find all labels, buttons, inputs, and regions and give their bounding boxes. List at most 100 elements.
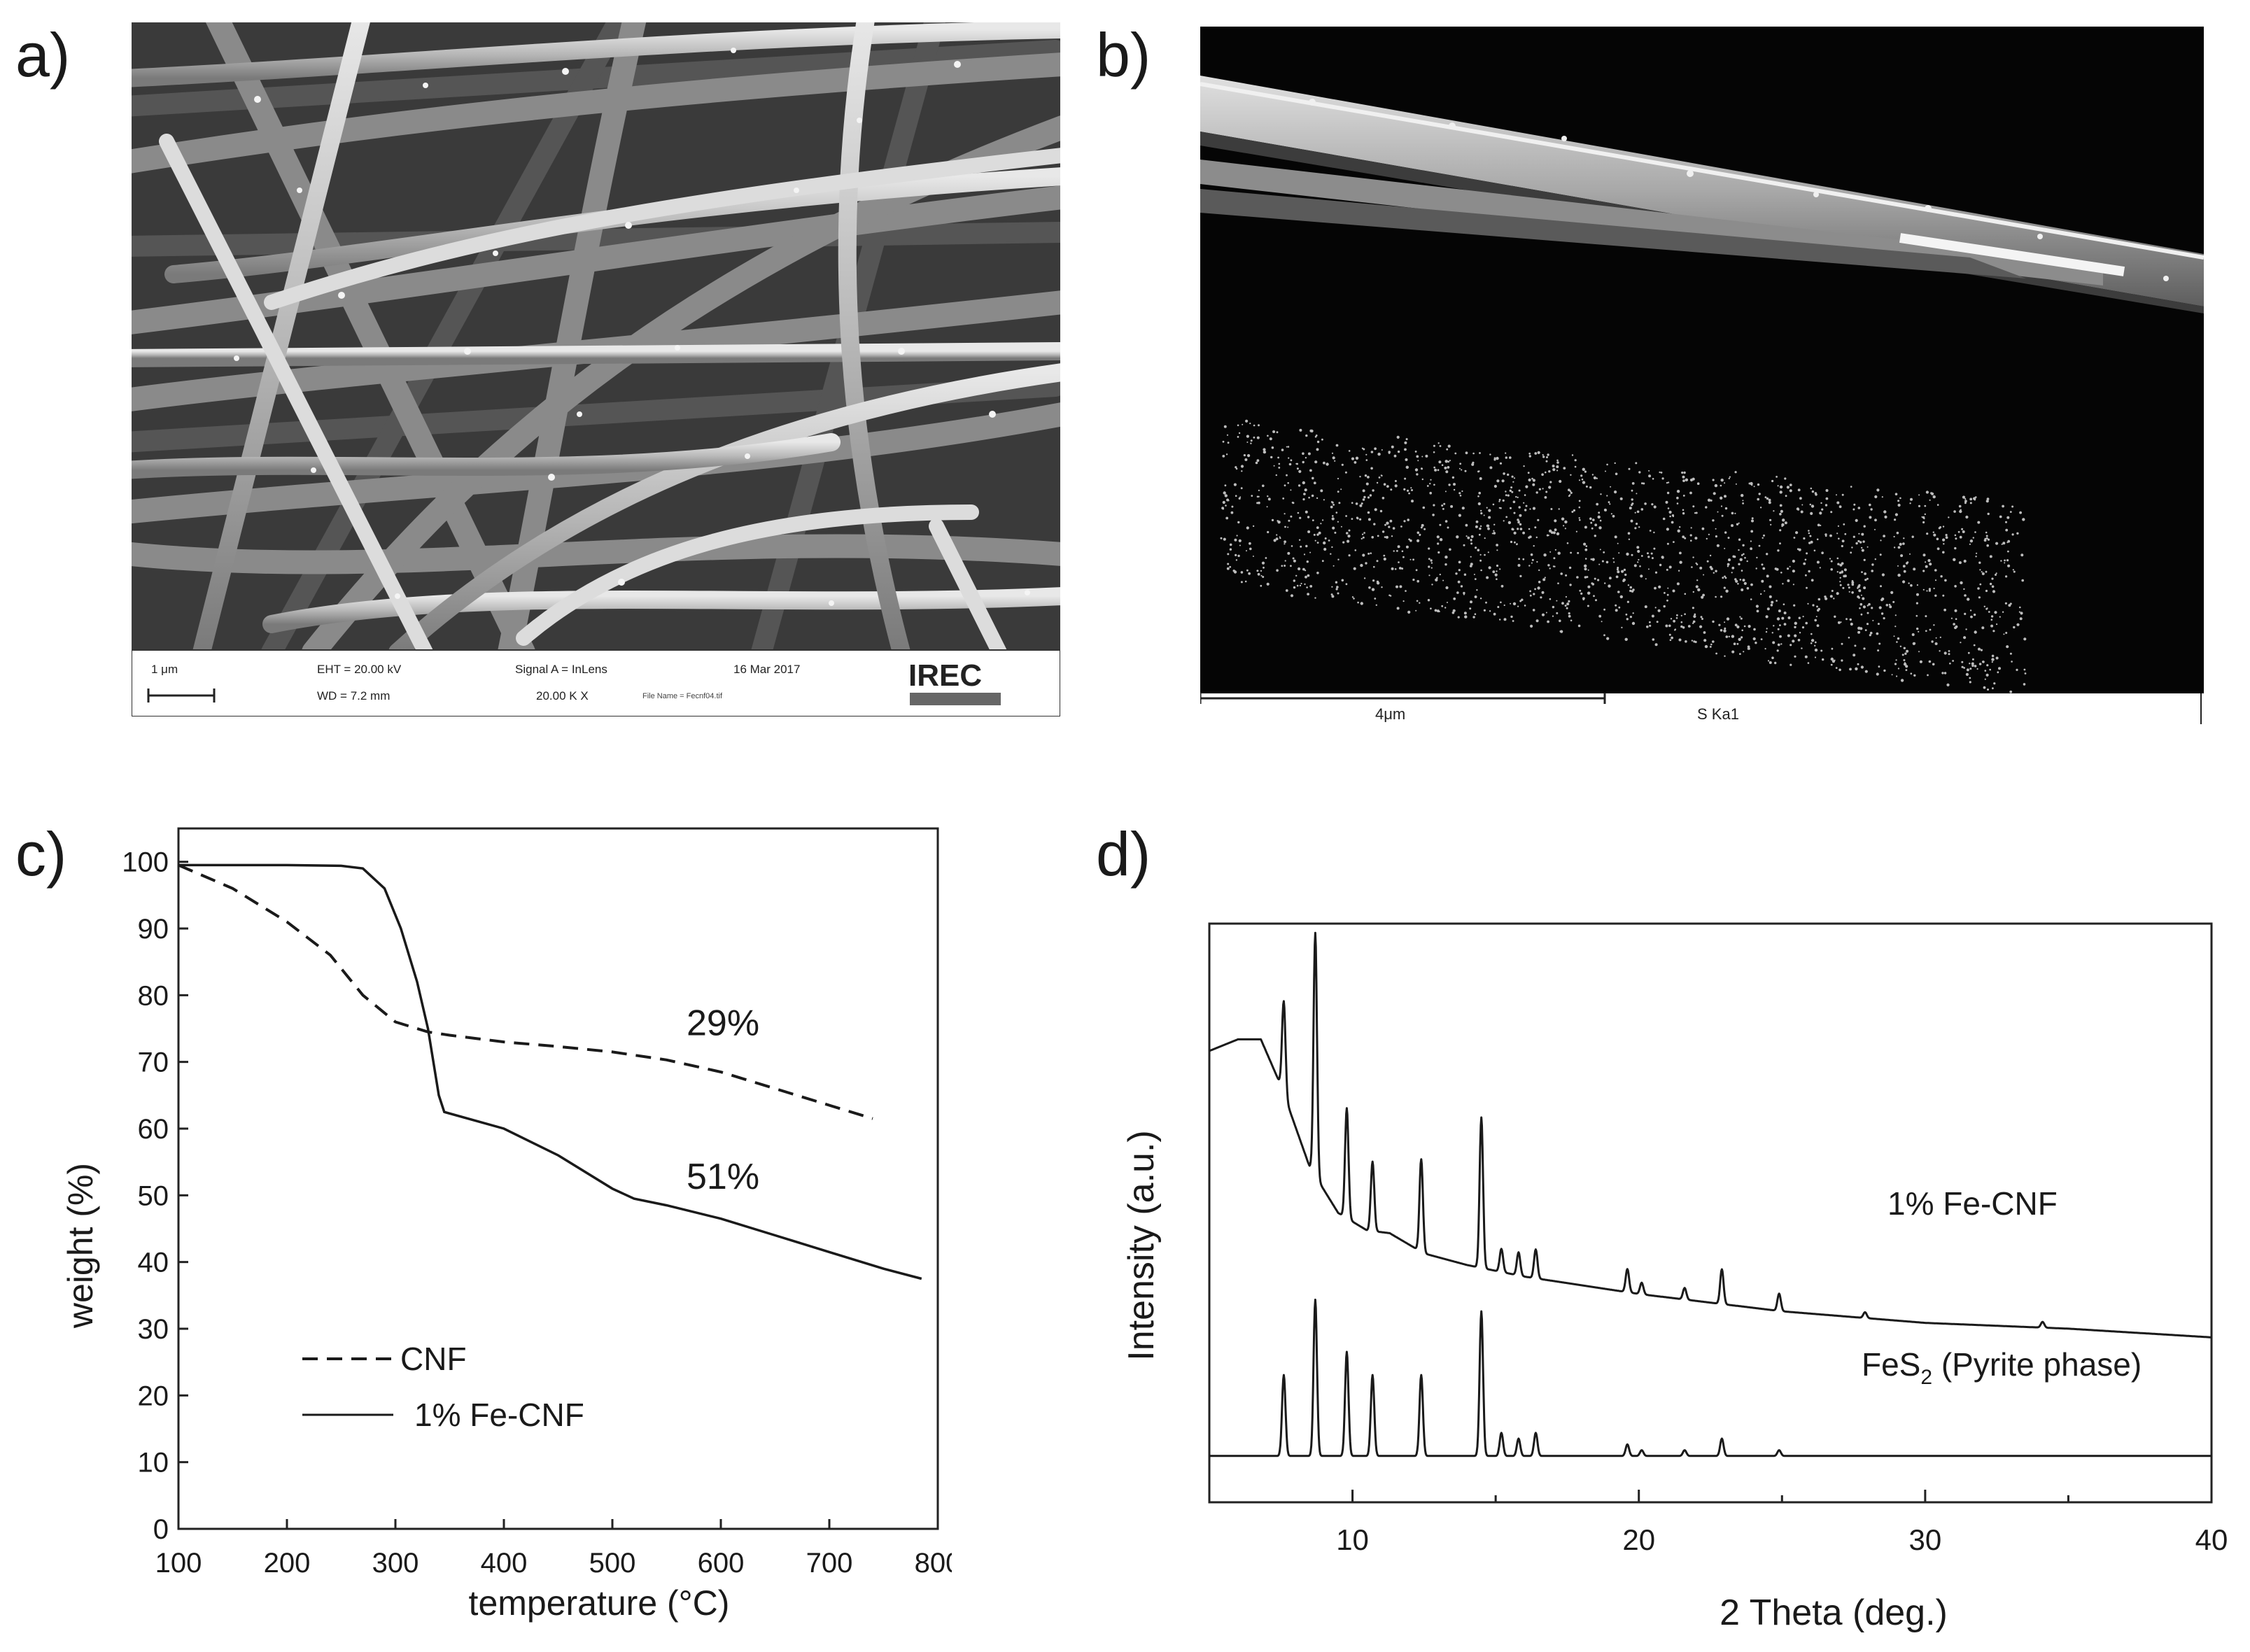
- sulfur-dot: [1503, 472, 1505, 475]
- sulfur-dot: [1601, 560, 1604, 563]
- sulfur-dot: [1564, 528, 1566, 530]
- sulfur-dot: [1836, 532, 1838, 535]
- sulfur-dot: [1751, 517, 1754, 520]
- sulfur-dot: [1685, 478, 1689, 481]
- sulfur-dot: [1249, 542, 1251, 545]
- sulfur-dot: [1309, 469, 1312, 472]
- sulfur-dot: [1619, 497, 1623, 500]
- sulfur-dot: [2013, 570, 2016, 573]
- sulfur-dot: [1888, 603, 1891, 606]
- sulfur-dot: [1393, 454, 1397, 458]
- sulfur-dot: [2006, 559, 2009, 562]
- sulfur-dot: [1676, 582, 1680, 586]
- sulfur-dot: [1645, 578, 1647, 580]
- sulfur-dot: [1661, 556, 1664, 559]
- sulfur-dot: [1507, 473, 1510, 476]
- sulfur-dot: [1799, 632, 1801, 634]
- sulfur-dot: [1729, 476, 1731, 478]
- sulfur-dot: [1751, 519, 1754, 523]
- sulfur-dot: [1939, 636, 1941, 639]
- sulfur-dot: [1361, 533, 1364, 535]
- sulfur-dot: [1866, 577, 1869, 580]
- sulfur-dot: [1666, 599, 1668, 602]
- sulfur-dot: [1585, 485, 1588, 488]
- sulfur-dot: [1739, 653, 1741, 655]
- sulfur-dot: [1354, 549, 1357, 551]
- sulfur-dot: [1261, 561, 1265, 565]
- sulfur-dot: [1251, 495, 1253, 497]
- sulfur-dot: [1632, 588, 1635, 591]
- sulfur-dot: [1505, 494, 1507, 497]
- sulfur-dot: [1880, 539, 1882, 542]
- sulfur-dot: [1246, 550, 1247, 552]
- sulfur-dot: [1486, 507, 1488, 509]
- y-tick-label: 40: [138, 1248, 169, 1278]
- sulfur-dot: [1328, 539, 1330, 542]
- panel-label-c: c): [15, 819, 67, 889]
- sulfur-dot: [1371, 536, 1374, 539]
- sulfur-dot: [1984, 670, 1987, 672]
- sulfur-dot: [2020, 553, 2024, 557]
- xrd-axis-ticks: 10 20 30 40: [1208, 1490, 2228, 1556]
- sulfur-dot: [1362, 553, 1365, 557]
- sulfur-dot: [1286, 446, 1288, 448]
- sulfur-dot: [1476, 589, 1478, 591]
- nanoparticle-dots: [234, 48, 1030, 606]
- sulfur-dot: [1874, 528, 1876, 530]
- sulfur-dot: [1614, 490, 1617, 494]
- series-label-fe-cnf: 1% Fe-CNF: [1887, 1185, 2058, 1222]
- sulfur-dot: [1771, 479, 1774, 483]
- sulfur-dot: [1568, 566, 1572, 570]
- sulfur-dot: [1849, 668, 1852, 671]
- sulfur-dot: [1591, 527, 1594, 530]
- sulfur-dot: [1737, 583, 1739, 585]
- sulfur-dot: [1964, 502, 1967, 504]
- sulfur-dot: [1542, 578, 1546, 581]
- sulfur-dot: [1610, 486, 1612, 488]
- sulfur-dot: [1368, 586, 1371, 589]
- sulfur-dot: [1825, 497, 1829, 500]
- sulfur-dot: [1256, 495, 1259, 498]
- sulfur-dot: [1857, 585, 1860, 588]
- sulfur-dot: [1549, 598, 1552, 600]
- sulfur-dot: [1803, 562, 1806, 565]
- sulfur-dot: [1546, 456, 1548, 458]
- sulfur-dot: [1669, 515, 1671, 518]
- sulfur-dot: [1672, 589, 1675, 593]
- sulfur-dot: [1764, 590, 1766, 592]
- sulfur-dot: [1305, 434, 1308, 437]
- sulfur-dot: [1513, 477, 1516, 479]
- sulfur-dot: [1309, 551, 1312, 553]
- sulfur-dot: [1757, 497, 1759, 501]
- sulfur-dot: [1370, 467, 1373, 470]
- sulfur-dot: [1676, 490, 1680, 493]
- sulfur-dot: [1467, 536, 1470, 539]
- sulfur-dot: [1522, 558, 1525, 560]
- sulfur-dot: [1666, 593, 1669, 596]
- sulfur-dot: [1650, 552, 1653, 555]
- sulfur-dot: [1855, 542, 1858, 545]
- sulfur-dot: [1531, 477, 1533, 480]
- sulfur-dot: [1634, 527, 1637, 530]
- sulfur-dot: [1695, 585, 1699, 588]
- sulfur-dot: [1693, 614, 1696, 619]
- sulfur-dot: [1496, 578, 1498, 580]
- sulfur-dot: [2011, 533, 2014, 536]
- sulfur-dot: [1225, 453, 1228, 456]
- sulfur-dot: [1433, 504, 1435, 507]
- sulfur-dot: [1241, 470, 1243, 472]
- sulfur-dot: [1235, 467, 1238, 470]
- sulfur-dot: [1676, 496, 1679, 500]
- sulfur-dot: [1396, 435, 1400, 439]
- y-tick-label: 20: [138, 1381, 169, 1411]
- sulfur-dot: [2019, 617, 2023, 621]
- sulfur-dot: [1981, 572, 1985, 575]
- sulfur-dot: [1459, 463, 1462, 465]
- sulfur-dot: [1347, 535, 1351, 538]
- sulfur-dot: [1659, 563, 1662, 567]
- sulfur-signal-dots: [1220, 419, 2027, 696]
- sulfur-dot: [1654, 586, 1657, 590]
- sulfur-dot: [1792, 559, 1795, 563]
- sulfur-dot: [1493, 458, 1496, 461]
- sulfur-dot: [1933, 624, 1935, 626]
